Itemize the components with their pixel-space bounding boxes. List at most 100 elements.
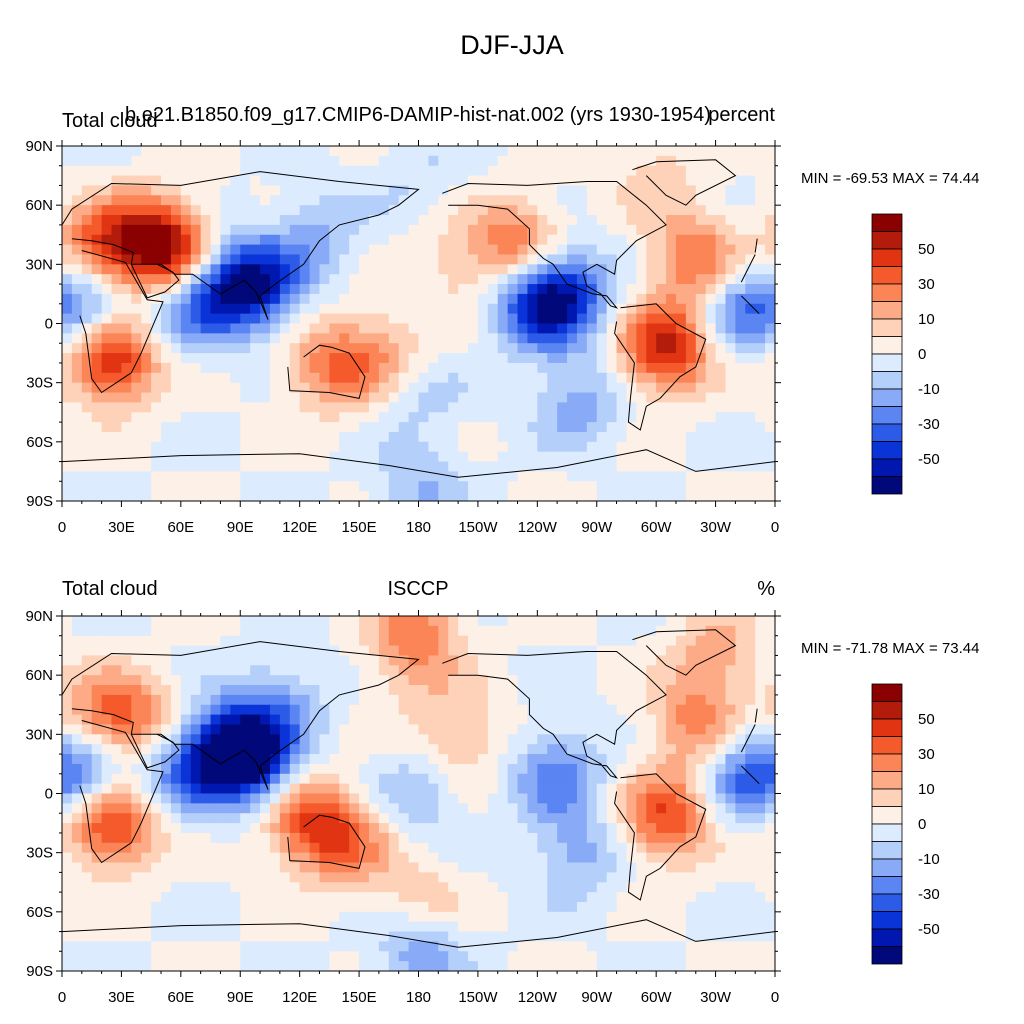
y-tick-label: 90N [25, 608, 53, 625]
panel2-right-title: % [757, 578, 775, 600]
contour-field [62, 616, 775, 971]
colorbar-swatch [871, 266, 903, 285]
y-tick-label: 30S [26, 375, 53, 392]
coastline-segment [442, 651, 667, 779]
colorbar-label: 30 [918, 276, 935, 293]
coastline-segment [614, 773, 707, 901]
colorbar-label: -30 [918, 416, 940, 433]
x-tick-label: 150E [342, 989, 377, 1006]
y-tick-label: 30N [25, 256, 53, 273]
y-tick-label: 30N [25, 726, 53, 743]
y-tick-label: 90S [26, 493, 53, 510]
colorbar-swatch [871, 911, 903, 930]
y-tick-label: 0 [45, 316, 53, 333]
colorbar-swatch [871, 371, 903, 390]
colorbar-swatch [871, 753, 903, 772]
x-tick-label: 60E [167, 519, 194, 536]
panel1-left-title: Total cloud [62, 110, 158, 132]
x-tick-label: 30E [108, 519, 135, 536]
coastline-segment [62, 919, 775, 948]
colorbar-swatch [871, 231, 903, 250]
colorbar-swatch [871, 283, 903, 302]
colorbar-swatch [871, 736, 903, 755]
x-tick-label: 30E [108, 989, 135, 1006]
coastline-segment [62, 449, 775, 478]
panel2-min-max: MIN = -71.78 MAX = 73.44 [801, 640, 980, 657]
colorbar-swatch [871, 841, 903, 860]
map-panel-2: 0 30E 60E 90E 120E 150E 180 150W 120W 90W 60W 30W 09… [25, 608, 781, 1006]
contour-field [62, 146, 775, 501]
colorbar-swatch [871, 718, 903, 737]
colorbar-label: 10 [918, 781, 935, 798]
coastline-segment [740, 724, 756, 753]
x-tick-label: 120E [282, 989, 317, 1006]
coastline-segment [79, 250, 164, 394]
colorbar-swatch [871, 336, 903, 355]
colorbar-label: -50 [918, 921, 940, 938]
coastline-segment [754, 708, 758, 723]
colorbar-swatch [871, 788, 903, 807]
colorbar-swatch [871, 318, 903, 337]
y-tick-label: 30S [26, 845, 53, 862]
colorbar-label: 50 [918, 241, 935, 258]
colorbar-swatch [871, 388, 903, 407]
colorbar-swatch [871, 458, 903, 477]
x-tick-label: 120E [282, 519, 317, 536]
x-tick-label: 60W [641, 989, 673, 1006]
coastlines [62, 159, 775, 478]
coastline-segment [740, 765, 760, 784]
x-tick-label: 120W [518, 989, 558, 1006]
x-tick-label: 60W [641, 519, 673, 536]
coastline-segment [740, 254, 756, 283]
colorbar-swatch [871, 806, 903, 825]
colorbar-label: -30 [918, 886, 940, 903]
colorbar-swatch [871, 683, 903, 702]
coastline-segment [287, 344, 366, 399]
x-tick-label: 120W [518, 519, 558, 536]
y-tick-label: 60N [25, 197, 53, 214]
colorbar-swatch [871, 858, 903, 877]
map-panel-1: 0 30E 60E 90E 120E 150E 180 150W 120W 90W 60W 30W 09… [25, 138, 781, 536]
coastline-segment [632, 159, 737, 206]
x-tick-label: 0 [58, 989, 66, 1006]
coastline-segment [62, 171, 420, 320]
y-tick-label: 90N [25, 138, 53, 155]
coastline-segment [130, 733, 180, 769]
x-tick-label: 90W [581, 519, 613, 536]
panel1-min-max: MIN = -69.53 MAX = 74.44 [801, 170, 980, 187]
coastlines [62, 629, 775, 948]
colorbar-label: 30 [918, 746, 935, 763]
x-tick-label: 0 [771, 519, 779, 536]
colorbar-label: -10 [918, 851, 940, 868]
panel2-left-title: Total cloud [62, 578, 158, 600]
coastline-segment [62, 641, 420, 790]
coastline-segment [442, 181, 667, 309]
x-tick-label: 90W [581, 989, 613, 1006]
colorbar-label: 50 [918, 711, 935, 728]
x-tick-label: 0 [771, 989, 779, 1006]
figure-title: DJF-JJA [460, 30, 564, 60]
y-tick-label: 90S [26, 963, 53, 980]
x-tick-label: 150E [342, 519, 377, 536]
colorbar-label: 10 [918, 311, 935, 328]
coastline-segment [130, 263, 180, 299]
y-tick-label: 0 [45, 786, 53, 803]
colorbar-1: 50 30 10 0 -10 -30 -50 [871, 213, 940, 495]
x-tick-label: 150W [458, 519, 498, 536]
coastline-segment [740, 295, 760, 314]
coastline-segment [632, 629, 737, 676]
colorbar-swatch [871, 946, 903, 965]
colorbar-swatch [871, 823, 903, 842]
colorbar-label: -50 [918, 451, 940, 468]
colorbar-swatch [871, 406, 903, 425]
x-tick-label: 30W [700, 989, 732, 1006]
colorbar-swatch [871, 248, 903, 267]
y-tick-label: 60S [26, 904, 53, 921]
x-tick-label: 150W [458, 989, 498, 1006]
colorbar-swatch [871, 353, 903, 372]
x-tick-label: 180 [406, 519, 431, 536]
colorbar-swatch [871, 301, 903, 320]
colorbar-swatch [871, 701, 903, 720]
colorbar-swatch [871, 423, 903, 442]
x-tick-label: 30W [700, 519, 732, 536]
